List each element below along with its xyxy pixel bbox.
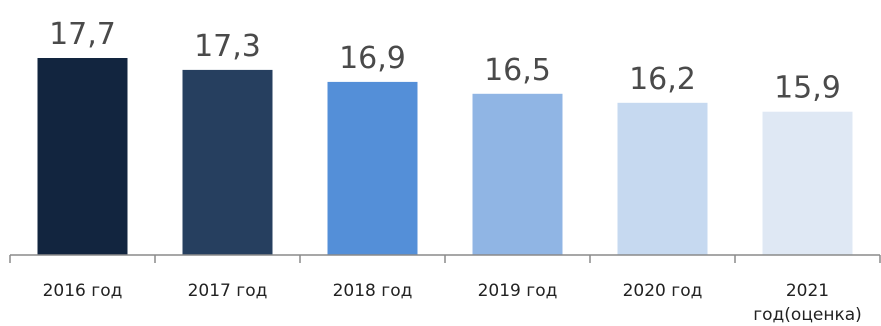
bar-3 <box>472 93 563 255</box>
value-label-1: 17,3 <box>194 29 261 64</box>
value-label-0: 17,7 <box>49 17 116 52</box>
bar-2 <box>327 81 418 256</box>
category-label-1: 2017 год <box>188 281 268 301</box>
category-label-0: 2016 год <box>43 281 123 301</box>
category-label-4: 2020 год <box>623 281 703 301</box>
value-label-3: 16,5 <box>484 53 551 88</box>
bar-5 <box>762 111 853 255</box>
value-label-4: 16,2 <box>629 62 696 97</box>
bar-4 <box>617 102 708 255</box>
value-label-2: 16,9 <box>339 41 406 76</box>
category-label-5: 2021 год(оценка) <box>753 281 862 325</box>
category-label-2: 2018 год <box>333 281 413 301</box>
category-label-3: 2019 год <box>478 281 558 301</box>
bar-0 <box>37 58 128 255</box>
value-label-5: 15,9 <box>774 71 841 106</box>
bar-1 <box>182 69 273 256</box>
